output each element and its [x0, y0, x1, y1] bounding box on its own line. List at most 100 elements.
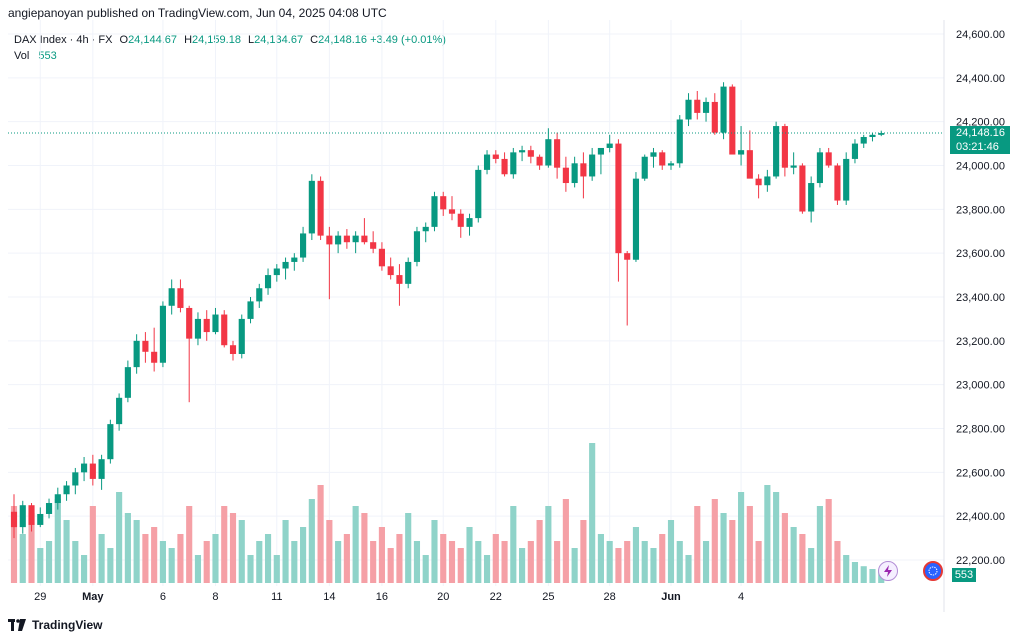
tradingview-logo-icon: [8, 619, 26, 631]
open-label: O: [119, 34, 129, 46]
candle-body: [326, 235, 333, 245]
calendar-event-icon[interactable]: [923, 561, 943, 581]
candle-body: [10, 511, 18, 528]
candlestick-chart[interactable]: 22,200.00 22,400.00 22,600.00 22,800.00 23,0…: [0, 0, 1024, 612]
symbol-label[interactable]: DAX Index · 4h · FX: [14, 34, 113, 46]
footer-brand[interactable]: TradingView: [8, 618, 102, 632]
volume-bar: [343, 534, 350, 583]
volume-bar: [19, 534, 26, 583]
candle-body: [746, 150, 753, 179]
time-tick-label: May: [82, 591, 104, 603]
candle-body: [370, 242, 377, 249]
volume-bar: [702, 541, 710, 583]
candle-body: [387, 266, 394, 276]
candle-body: [256, 288, 263, 302]
volume-bar: [273, 555, 280, 583]
candle-body: [808, 183, 815, 212]
volume-bar: [238, 520, 245, 583]
volume-bar: [440, 534, 447, 583]
candle-body: [615, 143, 622, 254]
volume-bar: [229, 513, 237, 583]
volume-bar: [808, 548, 815, 583]
volume-bar: [177, 534, 184, 583]
price-tick-label: 22,800.00: [956, 424, 1005, 436]
volume-bar: [851, 562, 859, 583]
candle-body: [422, 226, 429, 232]
volume-bar: [72, 541, 79, 583]
candle-body: [702, 101, 710, 113]
volume-bar: [615, 548, 622, 583]
volume-bar: [694, 506, 701, 583]
last-price-tag: 24,148.16: [950, 126, 1010, 141]
candle-body: [685, 99, 692, 120]
volume-bar: [755, 541, 762, 583]
volume-bar: [457, 548, 464, 583]
candle-body: [492, 154, 499, 159]
volume-bar: [843, 555, 850, 583]
volume-bar: [352, 506, 359, 583]
candle-body: [300, 233, 307, 258]
candle-body: [124, 367, 131, 398]
candle-body: [641, 156, 648, 179]
volume-bar: [300, 527, 307, 583]
candle-body: [519, 150, 526, 153]
time-tick-label: 6: [160, 591, 166, 603]
candle-body: [825, 152, 832, 166]
volume-bar: [282, 520, 289, 583]
open-value: 24,144.67: [128, 34, 177, 46]
candle-body: [729, 86, 736, 155]
close-value: 24,148.16: [318, 34, 368, 46]
price-axis[interactable]: 22,200.00 22,400.00 22,600.00 22,800.00 23,0…: [956, 29, 1005, 567]
volume-label[interactable]: Vol: [14, 50, 30, 62]
volume-tag: 553: [952, 568, 976, 582]
volume-bar: [738, 492, 745, 583]
volume-bar: [781, 513, 788, 583]
volume-bar: [510, 506, 517, 583]
candle-body: [711, 101, 718, 133]
volume-bar: [676, 541, 683, 583]
volume-bar: [133, 520, 140, 583]
candle-body: [571, 163, 578, 184]
volume-bar: [483, 555, 491, 583]
candle-body: [107, 424, 114, 460]
candle-body: [562, 167, 569, 184]
candle-body: [203, 318, 210, 333]
time-tick-label: 8: [212, 591, 218, 603]
volume-bar: [81, 555, 88, 583]
lightning-icon[interactable]: [878, 561, 898, 581]
candle-body: [773, 126, 780, 177]
volume-bar: [264, 534, 272, 583]
candle-body: [536, 156, 543, 166]
volume-bar: [326, 520, 333, 583]
volume-bar: [378, 527, 385, 583]
candle-body: [317, 180, 324, 236]
volume-bar: [685, 555, 692, 583]
candle-body: [63, 485, 70, 495]
volume-bar: [422, 555, 429, 583]
volume-bar: [203, 541, 210, 583]
candle-body: [781, 126, 788, 168]
candle-body: [659, 152, 666, 166]
volume-bar: [466, 527, 473, 583]
price-tick-label: 24,400.00: [956, 73, 1005, 85]
candle-body: [291, 257, 298, 262]
price-tick-label: 23,200.00: [956, 336, 1005, 348]
price-tick-label: 22,200.00: [956, 555, 1005, 567]
candle-body: [440, 196, 447, 210]
volume-bar: [159, 541, 166, 583]
volume-bar: [632, 527, 640, 583]
candle-body: [457, 213, 464, 227]
volume-bar: [431, 520, 438, 583]
time-axis[interactable]: 29 May 6 8 11 14 16 20 22 25 28 Jun 4: [34, 591, 744, 603]
candle-body: [264, 275, 272, 289]
candle-body: [168, 288, 175, 306]
volume-bar: [527, 541, 534, 583]
volume-bar: [571, 548, 578, 583]
candle-body: [483, 154, 491, 170]
candle-body: [589, 154, 596, 177]
volume-bar: [650, 548, 657, 583]
volume-bar: [554, 541, 561, 583]
volume-bar: [764, 485, 771, 583]
volume-bar: [116, 492, 123, 583]
time-tick-label: 29: [34, 591, 46, 603]
